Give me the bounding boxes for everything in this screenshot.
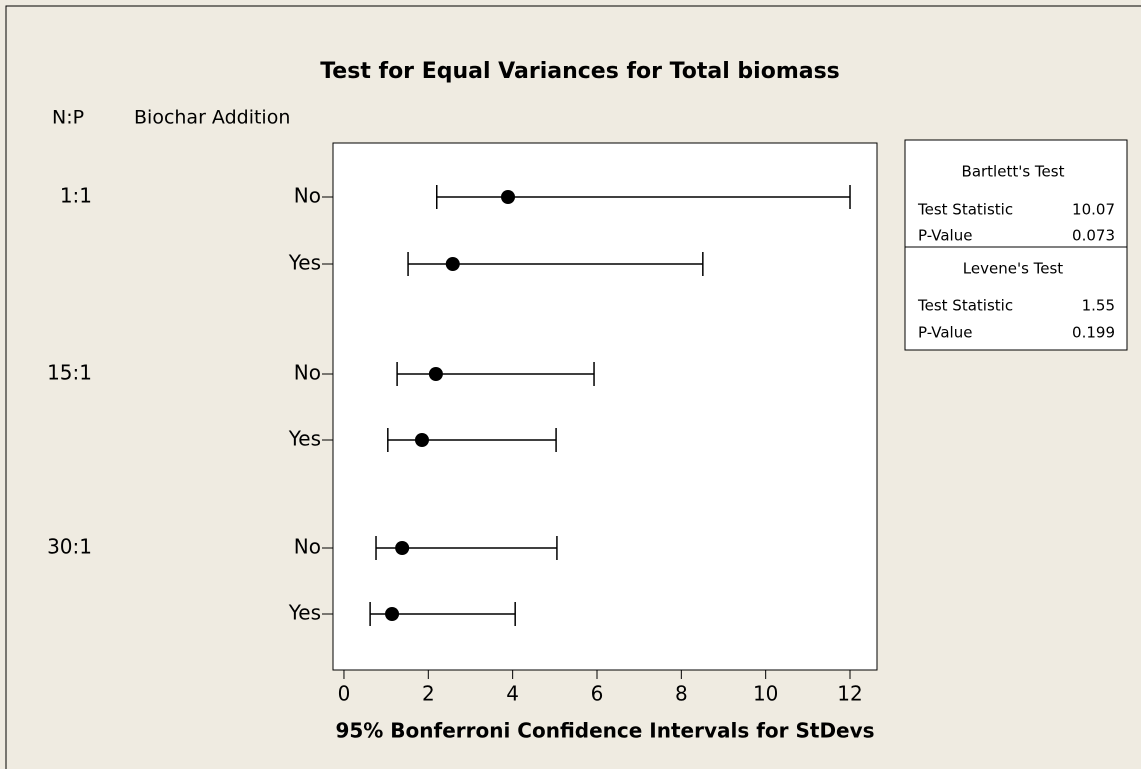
estimate-dot: [501, 190, 516, 204]
stat-label: P-Value: [918, 227, 972, 245]
estimate-dot: [395, 541, 410, 555]
stat-value: 0.199: [1072, 324, 1115, 342]
x-axis-label: 95% Bonferroni Confidence Intervals for …: [335, 719, 874, 743]
stat-label: Test Statistic: [917, 297, 1013, 315]
plot-area: [332, 142, 878, 671]
group-label: 1:1: [60, 184, 92, 208]
estimate-dot: [414, 433, 429, 447]
chart-title: Test for Equal Variances for Total bioma…: [320, 59, 840, 84]
y-tick-label: Yes: [288, 427, 321, 451]
x-tick-label: 4: [506, 682, 519, 706]
stat-value: 0.073: [1072, 227, 1115, 245]
x-tick-label: 0: [338, 682, 351, 706]
x-tick-label: 10: [753, 682, 778, 706]
x-tick-label: 2: [422, 682, 435, 706]
group-header: N:P: [52, 107, 84, 129]
stat-value: 10.07: [1072, 201, 1115, 219]
frame: [5, 5, 1141, 769]
x-tick-label: 6: [591, 682, 604, 706]
estimate-dot: [428, 367, 443, 381]
test-name: Levene's Test: [963, 260, 1064, 278]
y-tick-label: Yes: [288, 251, 321, 275]
estimate-dot: [445, 257, 460, 271]
y-tick-label: Yes: [288, 601, 321, 625]
stat-label: Test Statistic: [917, 201, 1013, 219]
x-tick-label: 12: [837, 682, 862, 706]
stat-value: 1.55: [1082, 297, 1115, 315]
test-name: Bartlett's Test: [962, 163, 1065, 181]
y-tick-label: No: [294, 184, 321, 208]
estimate-dot: [385, 607, 400, 621]
y-tick-label: No: [294, 535, 321, 559]
group-label: 15:1: [47, 361, 92, 385]
x-tick-label: 8: [675, 682, 688, 706]
y-tick-label: No: [294, 361, 321, 385]
stats-box: [904, 139, 1128, 351]
subgroup-header: Biochar Addition: [134, 107, 290, 129]
group-label: 30:1: [47, 535, 92, 559]
stat-label: P-Value: [918, 324, 972, 342]
